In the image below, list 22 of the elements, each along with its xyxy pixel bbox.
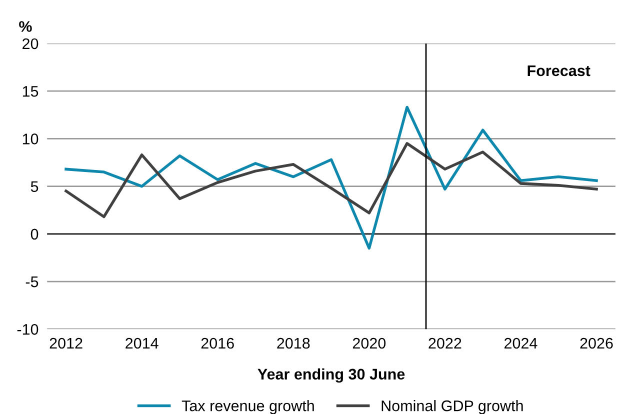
y-tick-label: 5 [30,181,38,192]
y-tick-label: 0 [30,228,38,240]
x-tick-label: 2022 [428,338,462,349]
x-tick-label: 2024 [504,338,538,349]
y-tick-label: -5 [26,276,38,288]
x-tick-label: 2020 [352,338,386,349]
x-tick-label: 2012 [50,338,82,349]
y-tick-label: 10 [22,134,38,144]
y-tick-label: 15 [22,86,38,97]
line-series [64,106,598,250]
x-tick-label: 2016 [201,338,234,349]
annotation: Forecast [528,65,590,76]
y-axis-title: % [19,21,32,32]
x-tick-label: 2018 [277,338,310,349]
y-tick-label: 20 [22,38,38,50]
x-axis-title: Year ending 30 June [258,368,405,383]
legend-label: Tax revenue growth [182,400,314,414]
y-tick-label: -10 [17,324,38,335]
x-tick-label: 2026 [580,338,613,349]
line-series [64,142,598,218]
legend-label: Nominal GDP growth [382,400,523,414]
x-tick-label: 2014 [126,338,158,349]
